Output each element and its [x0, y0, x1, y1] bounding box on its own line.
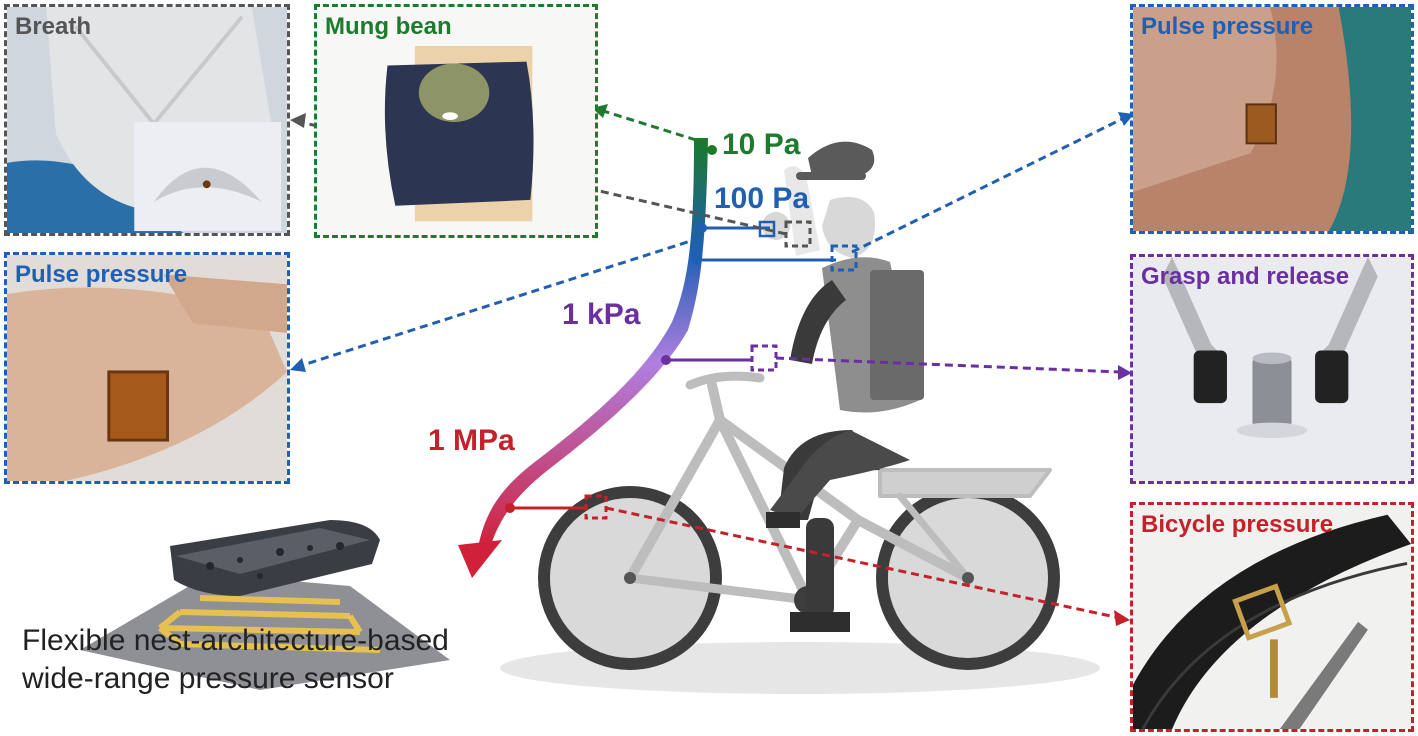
scale-arrowhead — [458, 540, 502, 578]
caption-line-1: Flexible nest-architecture-based — [22, 624, 449, 657]
caption-line-2: wide-range pressure sensor — [22, 662, 394, 695]
panel-breath-label: Breath — [15, 13, 92, 40]
arrow-bicycle — [605, 506, 1121, 620]
arrow-grasp — [775, 356, 1121, 374]
gripper-photo — [1133, 257, 1411, 481]
wrist-photo — [7, 255, 287, 481]
pressure-label-10pa: 10 Pa — [722, 128, 801, 161]
panel-pulse-neck-label: Pulse pressure — [1141, 13, 1314, 40]
panel-grasp-label: Grasp and release — [1141, 263, 1350, 290]
panel-grasp: Grasp and release — [1130, 254, 1414, 484]
arrow-pulse-wrist — [299, 236, 701, 368]
panel-breath: Breath — [4, 4, 290, 236]
panel-pulse-wrist: Pulse pressure — [4, 252, 290, 484]
sensor-box-hand — [750, 344, 778, 372]
tick-1mpa-dot — [505, 503, 515, 513]
arrowhead-bicycle — [1114, 610, 1130, 626]
arrowhead-pulse-wrist — [290, 358, 306, 372]
sensor-caption: Flexible nest-architecture-based wide-ra… — [22, 622, 449, 698]
mung-bean-photo — [317, 7, 595, 235]
pressure-sensor-device — [80, 520, 450, 690]
breath-photo — [7, 7, 287, 233]
neck-photo — [1133, 7, 1411, 231]
cyclist-illustration — [762, 141, 924, 632]
panel-mung-bean: Mung bean — [314, 4, 598, 238]
panel-bicycle: Bicycle pressure — [1130, 502, 1414, 732]
arrow-pulse-neck — [851, 116, 1125, 254]
pressure-scale-bar — [478, 138, 708, 548]
bicycle-illustration — [538, 371, 1060, 670]
pressure-label-1mpa: 1 MPa — [428, 424, 515, 457]
arrow-mung — [599, 108, 697, 142]
tick-100pa-dot — [697, 223, 707, 233]
arrowhead-grasp — [1118, 365, 1132, 380]
tick-1kpa-dot — [661, 355, 671, 365]
sensor-box-neck — [830, 244, 858, 272]
panel-pulse-neck: Pulse pressure — [1130, 4, 1414, 234]
panel-mung-bean-label: Mung bean — [325, 13, 452, 40]
sensor-box-wheel — [584, 494, 608, 520]
arrowhead-breath — [290, 113, 306, 128]
tick-pulse-dot — [691, 255, 701, 265]
panel-pulse-wrist-label: Pulse pressure — [15, 261, 188, 288]
tire-photo — [1133, 505, 1411, 729]
pressure-label-100pa: 100 Pa — [714, 182, 810, 215]
tick-10pa-dot — [707, 145, 717, 155]
pressure-label-1kpa: 1 kPa — [562, 298, 641, 331]
panel-bicycle-label: Bicycle pressure — [1141, 511, 1334, 538]
